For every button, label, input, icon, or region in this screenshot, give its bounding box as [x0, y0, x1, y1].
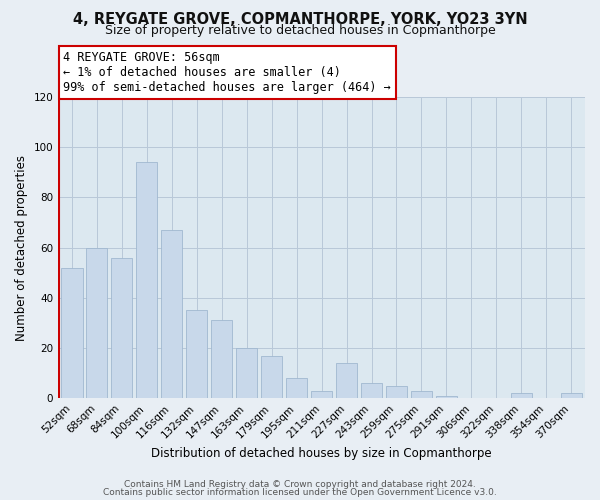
Bar [336, 363, 357, 398]
Bar [111, 258, 133, 398]
X-axis label: Distribution of detached houses by size in Copmanthorpe: Distribution of detached houses by size … [151, 447, 492, 460]
Bar [236, 348, 257, 399]
Y-axis label: Number of detached properties: Number of detached properties [15, 154, 28, 340]
Bar [86, 248, 107, 398]
Bar [286, 378, 307, 398]
Text: Size of property relative to detached houses in Copmanthorpe: Size of property relative to detached ho… [104, 24, 496, 37]
Bar [211, 320, 232, 398]
Text: Contains HM Land Registry data © Crown copyright and database right 2024.: Contains HM Land Registry data © Crown c… [124, 480, 476, 489]
Bar [436, 396, 457, 398]
Bar [411, 391, 432, 398]
Bar [161, 230, 182, 398]
Text: 4 REYGATE GROVE: 56sqm
← 1% of detached houses are smaller (4)
99% of semi-detac: 4 REYGATE GROVE: 56sqm ← 1% of detached … [64, 51, 391, 94]
Text: Contains public sector information licensed under the Open Government Licence v3: Contains public sector information licen… [103, 488, 497, 497]
Bar [136, 162, 157, 398]
Bar [186, 310, 208, 398]
Bar [386, 386, 407, 398]
Bar [361, 384, 382, 398]
Bar [261, 356, 282, 399]
Bar [61, 268, 83, 398]
Bar [511, 394, 532, 398]
Bar [311, 391, 332, 398]
Text: 4, REYGATE GROVE, COPMANTHORPE, YORK, YO23 3YN: 4, REYGATE GROVE, COPMANTHORPE, YORK, YO… [73, 12, 527, 28]
Bar [560, 394, 582, 398]
